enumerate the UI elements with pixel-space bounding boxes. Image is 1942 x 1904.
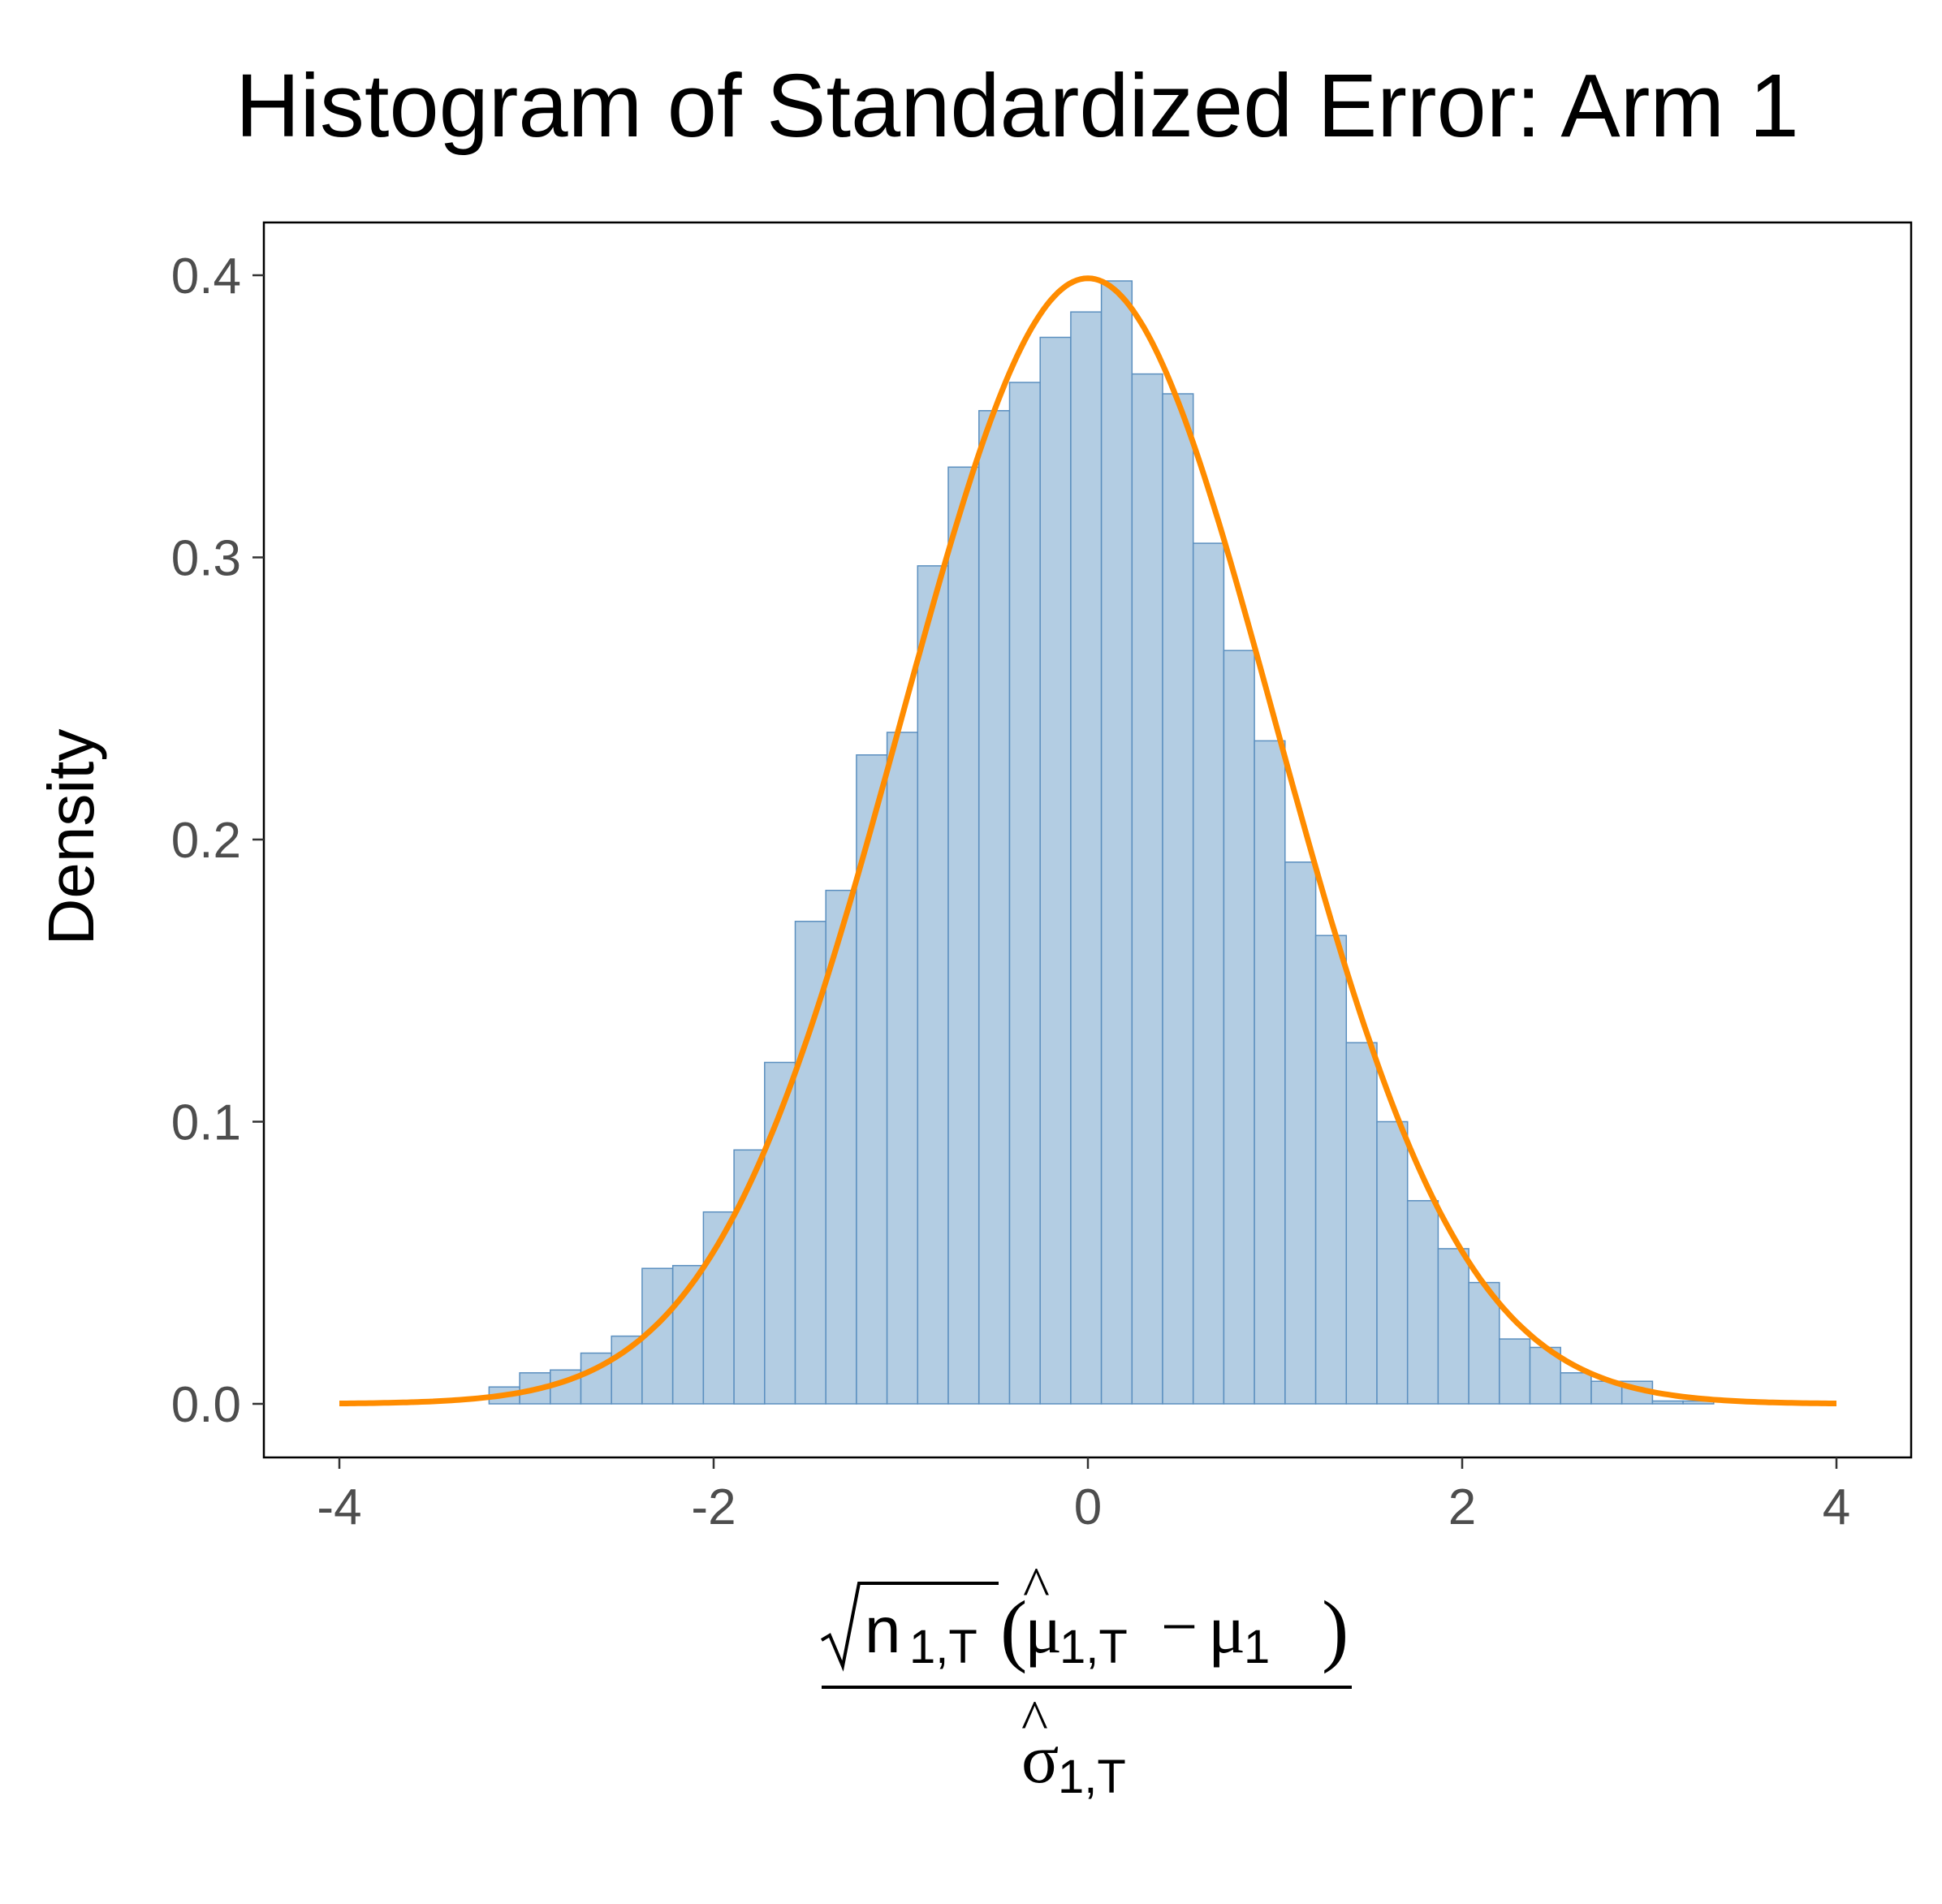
histogram-bar bbox=[1131, 373, 1163, 1405]
estimated-sigma-subscript: 1,T bbox=[1058, 1751, 1126, 1803]
y-tick-label: 0.4 bbox=[171, 248, 241, 304]
y-tick-label: 0.1 bbox=[171, 1095, 241, 1151]
histogram-bar bbox=[1560, 1372, 1592, 1405]
y-axis-label: Density bbox=[35, 729, 107, 946]
histogram-bar bbox=[1468, 1281, 1500, 1405]
x-tick-label: -4 bbox=[317, 1479, 361, 1535]
y-axis: 0.0 0.1 0.2 0.3 0.4 bbox=[171, 248, 264, 1433]
histogram-bar bbox=[1376, 1120, 1409, 1405]
sqrt-radical bbox=[820, 1582, 999, 1672]
histogram-bar bbox=[1070, 311, 1103, 1405]
histogram-bar bbox=[886, 732, 919, 1405]
hat-mark-mu: ^ bbox=[1023, 1556, 1050, 1619]
histogram-bar bbox=[825, 889, 857, 1405]
histogram-bar bbox=[1100, 280, 1133, 1405]
open-paren: ( bbox=[1000, 1584, 1027, 1674]
x-axis: -4 -2 0 2 4 bbox=[317, 1457, 1850, 1535]
estimated-sigma: σ bbox=[1021, 1720, 1059, 1798]
minus-sign: − bbox=[1161, 1591, 1198, 1663]
histogram-bar bbox=[978, 410, 1011, 1405]
density-curve-layer bbox=[339, 275, 1836, 1406]
sqrt-base: n bbox=[865, 1594, 901, 1666]
histogram-bar bbox=[1223, 650, 1255, 1405]
histogram-bar bbox=[1284, 861, 1317, 1405]
histogram-bar bbox=[733, 1149, 766, 1405]
histogram-bar bbox=[1162, 393, 1194, 1405]
x-tick-label: 2 bbox=[1448, 1479, 1476, 1535]
true-mu: μ bbox=[1208, 1590, 1245, 1668]
x-tick-label: 4 bbox=[1823, 1479, 1850, 1535]
estimated-mu: μ bbox=[1025, 1590, 1062, 1668]
histogram-bar bbox=[1499, 1338, 1531, 1405]
hat-mark-sigma: ^ bbox=[1021, 1690, 1048, 1752]
histogram-bars bbox=[488, 280, 1715, 1405]
estimated-mu-subscript: 1,T bbox=[1059, 1621, 1128, 1673]
histogram-bar bbox=[1314, 935, 1348, 1405]
histogram-bar bbox=[794, 921, 826, 1405]
histogram-bar bbox=[611, 1335, 643, 1405]
x-tick-label: 0 bbox=[1074, 1479, 1102, 1535]
x-tick-label: -2 bbox=[691, 1479, 736, 1535]
histogram-bar bbox=[1651, 1400, 1684, 1405]
histogram-bar bbox=[671, 1264, 705, 1405]
histogram-bar bbox=[1039, 336, 1072, 1405]
y-tick-label: 0.3 bbox=[171, 531, 241, 587]
normal-density-curve bbox=[339, 275, 1836, 1406]
histogram-bar bbox=[1437, 1248, 1469, 1405]
histogram-bar bbox=[917, 565, 949, 1405]
sqrt-subscript: 1,T bbox=[909, 1621, 977, 1673]
x-axis-label-formula: n 1,T ( ^ μ 1,T − μ 1 ) ^ σ 1,T bbox=[820, 1556, 1352, 1803]
chart-title: Histogram of Standardized Error: Arm 1 bbox=[235, 56, 1799, 156]
histogram-bar bbox=[1008, 382, 1041, 1405]
histogram-bar bbox=[1254, 740, 1286, 1405]
histogram-bar bbox=[1192, 542, 1225, 1405]
y-tick-label: 0.0 bbox=[171, 1377, 241, 1433]
histogram-bar bbox=[1406, 1200, 1439, 1405]
true-mu-subscript: 1 bbox=[1244, 1621, 1270, 1673]
histogram-bar bbox=[1345, 1042, 1378, 1405]
y-tick-label: 0.2 bbox=[171, 813, 241, 869]
histogram-bar bbox=[856, 754, 888, 1405]
close-paren: ) bbox=[1322, 1584, 1349, 1674]
histogram-bar bbox=[947, 466, 980, 1405]
